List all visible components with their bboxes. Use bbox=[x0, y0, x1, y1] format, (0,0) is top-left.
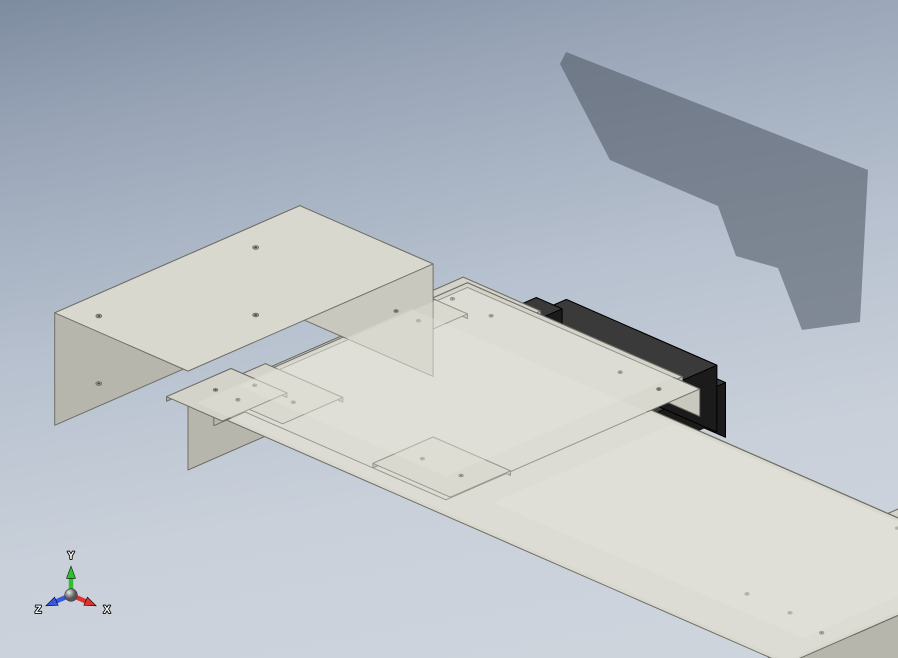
axis-label-z: Z bbox=[35, 604, 42, 616]
axis-label-x: X bbox=[103, 604, 111, 616]
axis-label-y: Y bbox=[67, 550, 75, 562]
axis-origin-sphere[interactable] bbox=[65, 589, 78, 602]
axis-y[interactable]: Y bbox=[67, 550, 76, 595]
axis-x[interactable]: X bbox=[71, 595, 111, 616]
axis-triad[interactable]: X Z Y bbox=[26, 550, 116, 640]
model-render[interactable] bbox=[0, 0, 898, 658]
cad-viewport[interactable]: X Z Y bbox=[0, 0, 898, 658]
drop-shadow bbox=[560, 52, 868, 330]
